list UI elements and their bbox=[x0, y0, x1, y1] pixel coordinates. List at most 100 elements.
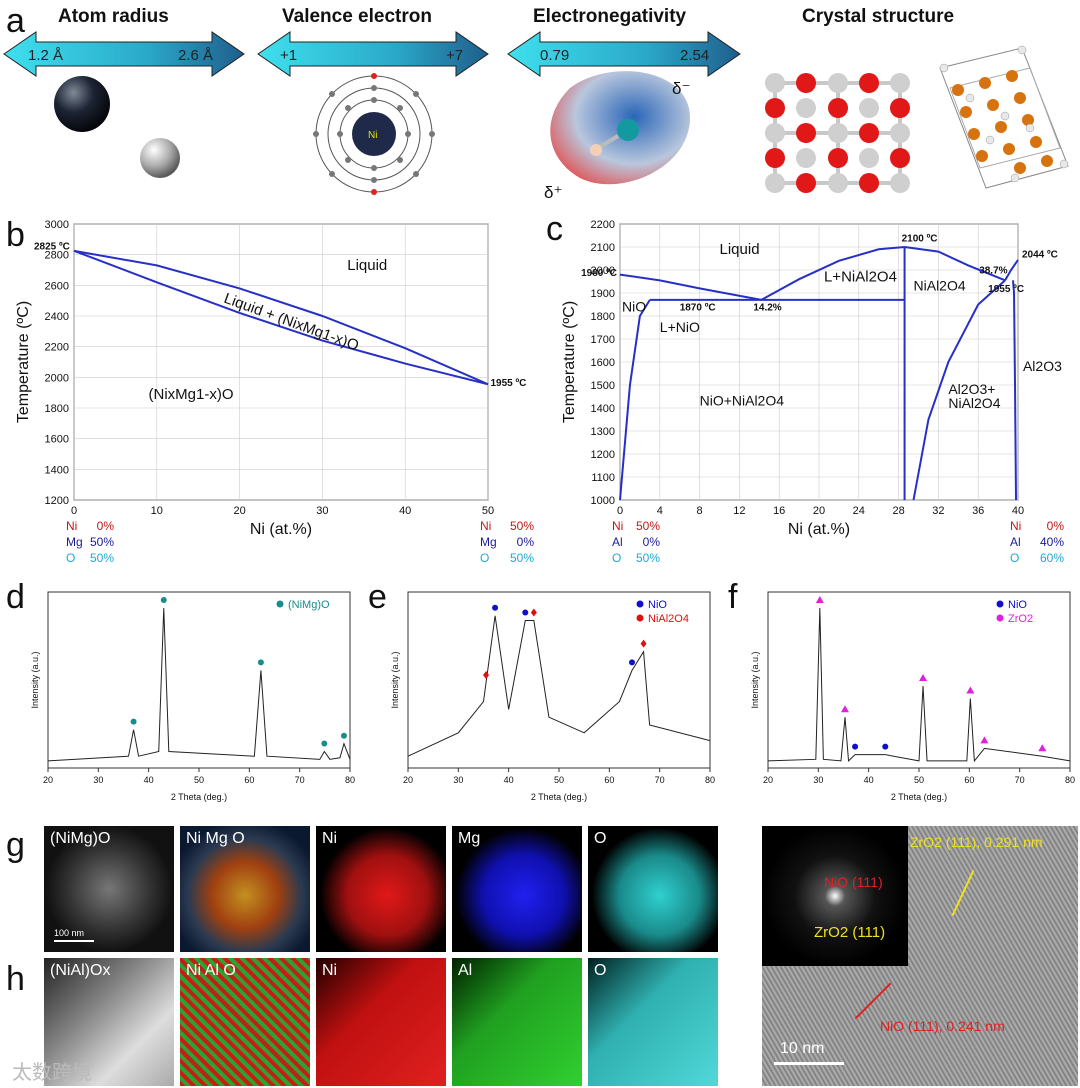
panel-label-f: f bbox=[728, 578, 738, 616]
fft-inset bbox=[762, 826, 908, 966]
legend-label: NiO bbox=[1008, 599, 1027, 611]
chart-annotation: Liquid bbox=[720, 241, 760, 258]
y-tick-label: 2100 bbox=[591, 242, 615, 254]
xrd-pattern-f: 20 30 40 50 60 70 80 2 Theta (deg.) Intensity (a… bbox=[750, 591, 1075, 802]
x-tick-label: 50 bbox=[482, 505, 494, 517]
x-tick-label: 20 bbox=[233, 505, 245, 517]
x-axis-label: 2 Theta (deg.) bbox=[891, 792, 947, 802]
phase-diagram-nialo: 1000 1100 1200 1300 1400 1500 1600 1700 1800 1900… bbox=[561, 219, 1065, 565]
zro2-peak-marker bbox=[919, 674, 928, 681]
xrd-trace bbox=[767, 607, 1071, 763]
peak-marker bbox=[628, 659, 635, 666]
peak-marker bbox=[340, 732, 347, 739]
right-composition-element: Mg bbox=[480, 535, 497, 549]
zro2-top-label: ZrO2 (111), 0.291 nm bbox=[910, 834, 1043, 850]
electroneg-min: 0.79 bbox=[540, 47, 569, 64]
y-axis-label: Temperature (ºC) bbox=[561, 301, 578, 423]
right-composition-value: 50% bbox=[510, 551, 534, 565]
peak-marker bbox=[130, 718, 137, 725]
x-tick-label: 40 bbox=[399, 505, 411, 517]
x-axis-label: 2 Theta (deg.) bbox=[531, 792, 587, 802]
nio-bottom-label: NiO (111), 0.241 nm bbox=[880, 1018, 1005, 1034]
zro2-peak-marker bbox=[841, 705, 850, 713]
left-composition-value: 50% bbox=[90, 551, 114, 565]
left-composition-element: Mg bbox=[66, 535, 83, 549]
chart-annotation: 1955 ºC bbox=[988, 284, 1024, 295]
peak-marker bbox=[852, 743, 859, 750]
chart-annotation: 14.2% bbox=[753, 302, 781, 313]
chart-annotation: L+NiAl2O4 bbox=[824, 269, 897, 286]
phase-line bbox=[904, 246, 1006, 282]
x-tick-label: 30 bbox=[93, 775, 103, 785]
chart-annotation: 2100 ºC bbox=[902, 233, 938, 244]
arrow-electroneg bbox=[507, 31, 741, 77]
electron-dots bbox=[313, 73, 435, 195]
g-label-4: O bbox=[594, 830, 607, 847]
right-composition-value: 0% bbox=[1047, 519, 1065, 533]
xrd-pattern-d: 20 30 40 50 60 70 80 2 Theta (deg.) Intensity (a… bbox=[30, 591, 355, 802]
chart-annotation: (NixMg1-x)O bbox=[149, 386, 234, 403]
right-composition-element: Ni bbox=[1010, 519, 1021, 533]
electroneg-title: Electronegativity bbox=[533, 6, 687, 27]
legend-label: (NiMg)O bbox=[288, 599, 330, 611]
right-composition-value: 0% bbox=[517, 535, 535, 549]
h-label-0: (NiAl)Ox bbox=[50, 962, 111, 979]
y-tick-label: 1600 bbox=[591, 357, 615, 369]
x-tick-label: 80 bbox=[1065, 775, 1075, 785]
x-tick-label: 20 bbox=[403, 775, 413, 785]
chart-annotation: 1980 ºC bbox=[581, 268, 617, 279]
delta-plus: δ⁺ bbox=[544, 183, 562, 202]
panel-label-d: d bbox=[6, 578, 25, 616]
y-tick-label: 1900 bbox=[591, 288, 615, 300]
chart-annotation: 38.7% bbox=[979, 265, 1007, 276]
phase-line bbox=[619, 299, 651, 501]
left-composition-value: 0% bbox=[97, 519, 115, 533]
chart-annotation: 1870 ºC bbox=[680, 302, 716, 313]
chart-annotation: 2825 ºC bbox=[34, 241, 70, 252]
left-composition-element: O bbox=[612, 551, 621, 565]
atom-radius-min: 1.2 Å bbox=[28, 47, 63, 64]
zro2-inset-label: ZrO2 (111) bbox=[814, 924, 886, 941]
ni-nucleus-label: Ni bbox=[368, 130, 377, 141]
nial2o4-peak-marker bbox=[640, 639, 647, 648]
zro2-peak-marker bbox=[966, 686, 975, 694]
peak-marker bbox=[492, 604, 499, 611]
x-tick-label: 30 bbox=[316, 505, 328, 517]
x-tick-label: 28 bbox=[892, 505, 904, 517]
nial2o4-peak-marker bbox=[483, 670, 490, 679]
x-tick-label: 20 bbox=[763, 775, 773, 785]
x-tick-label: 30 bbox=[813, 775, 823, 785]
phase-line bbox=[73, 249, 489, 386]
right-composition-element: Ni bbox=[480, 519, 491, 533]
eds-al-h: Al bbox=[452, 958, 582, 1086]
legend-marker bbox=[996, 614, 1004, 622]
x-tick-label: 20 bbox=[43, 775, 53, 785]
x-tick-label: 8 bbox=[697, 505, 703, 517]
right-composition-element: Al bbox=[1010, 535, 1021, 549]
legend-label: ZrO2 bbox=[1008, 613, 1033, 625]
legend-marker bbox=[636, 600, 644, 608]
y-tick-label: 1400 bbox=[591, 403, 615, 415]
y-axis-label: Intensity (a.u.) bbox=[390, 651, 400, 708]
chart-annotation: NiO+NiAl2O4 bbox=[700, 393, 785, 409]
panel-label-b: b bbox=[6, 216, 25, 254]
x-tick-label: 12 bbox=[733, 505, 745, 517]
x-tick-label: 32 bbox=[932, 505, 944, 517]
legend-label: NiAl2O4 bbox=[648, 613, 689, 625]
delta-minus: δ⁻ bbox=[672, 79, 690, 98]
g-label-2: Ni bbox=[322, 830, 338, 847]
arrow-atom-radius bbox=[3, 31, 245, 77]
x-tick-label: 20 bbox=[813, 505, 825, 517]
x-tick-label: 60 bbox=[964, 775, 974, 785]
valence-max: +7 bbox=[446, 47, 463, 64]
plot-frame bbox=[47, 591, 351, 769]
legend-marker bbox=[636, 614, 644, 622]
panel-label-h: h bbox=[6, 960, 25, 998]
large-atom-icon bbox=[54, 76, 110, 132]
nio-inset-label: NiO (111) bbox=[824, 874, 883, 890]
spinel-crystal-icon bbox=[939, 45, 1069, 189]
zro2-peak-marker bbox=[1038, 744, 1047, 752]
chart-annotation: Liquid bbox=[347, 257, 387, 274]
chart-annotation: NiAl2O4 bbox=[948, 395, 1000, 411]
y-tick-label: 1200 bbox=[45, 495, 69, 507]
